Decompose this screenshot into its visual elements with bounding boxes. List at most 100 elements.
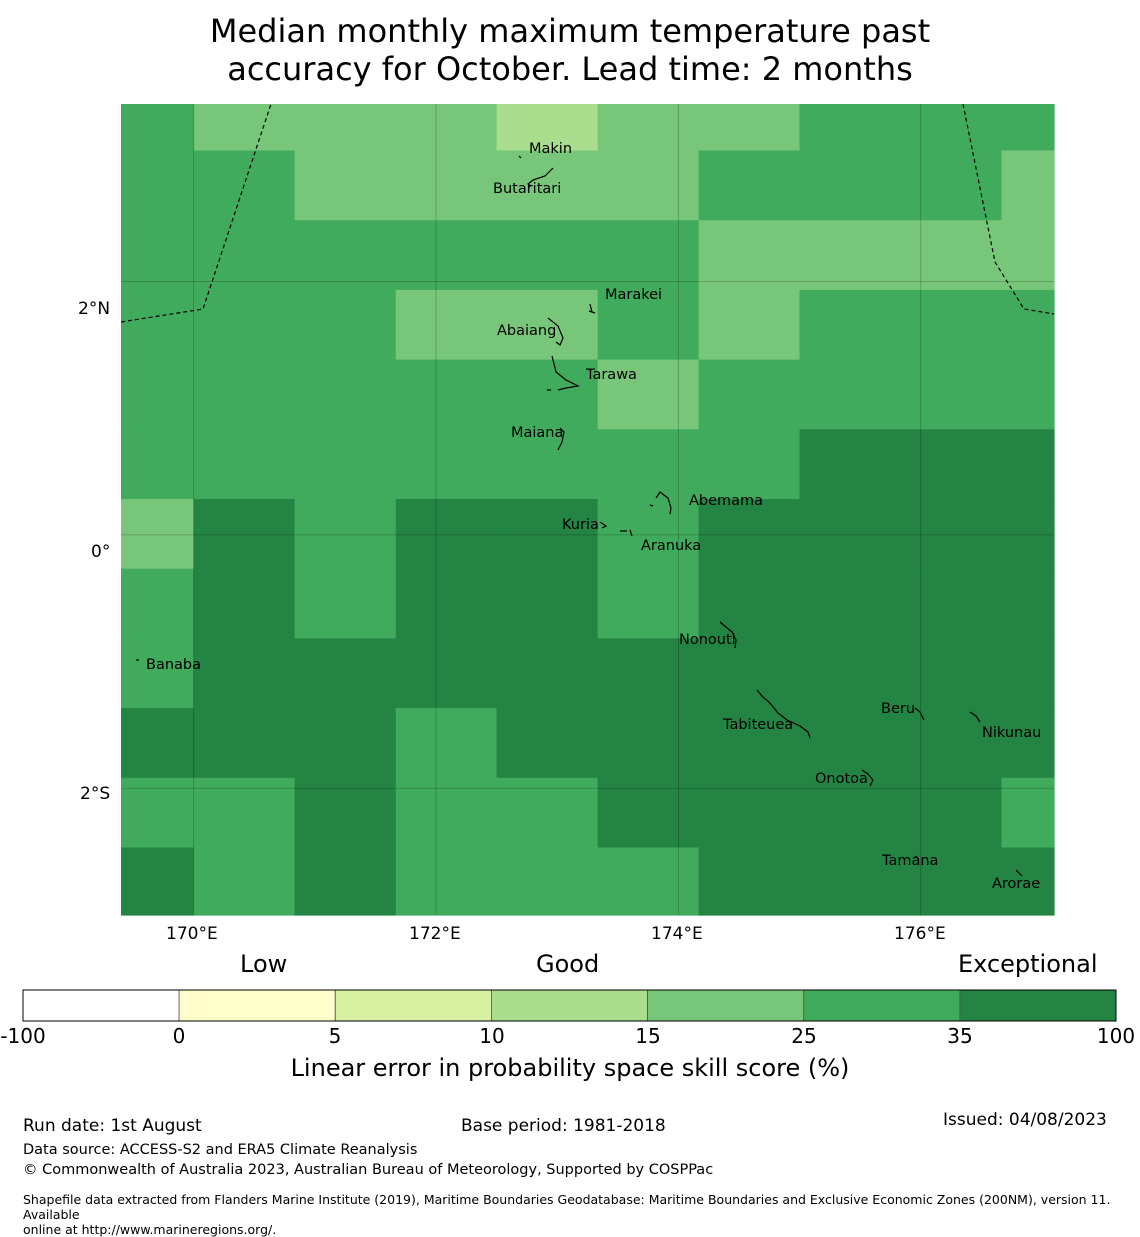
heatmap-cell [294,499,397,570]
heatmap-cell [395,847,498,916]
data-source: Data source: ACCESS-S2 and ERA5 Climate … [23,1142,418,1158]
heatmap-cell [294,777,397,849]
heatmap-cell [698,220,801,291]
heatmap-cell [121,777,195,849]
place-label-nonouti: Nonouti [679,632,736,648]
shapefile-credit: Shapefile data extracted from Flanders M… [23,1192,1140,1237]
island-tarawa [547,355,580,391]
heatmap-cell [395,104,498,152]
colorbar-segment [647,989,805,1022]
heatmap-cell [799,638,901,709]
heatmap-cell [1001,638,1055,709]
heatmap-cell [395,708,498,779]
place-label-abemama: Abemama [689,493,764,509]
place-label-banaba: Banaba [146,657,201,673]
heatmap-cell [698,359,801,430]
heatmap-cell [496,220,599,291]
heatmap-cell [597,638,700,709]
heatmap-cell [900,220,1003,291]
heatmap-cell [496,499,599,570]
heatmap-cell [799,359,901,430]
heatmap-cell [597,220,700,291]
heatmap-cell [193,499,296,570]
heatmap-cell [395,429,498,500]
heatmap-cell [193,429,296,500]
colorbar-segment [490,989,648,1022]
island-tamana [914,855,919,859]
colorbar-segment [178,989,336,1022]
heatmap-cell [799,847,901,916]
heatmap-cell [900,289,1003,361]
heatmap-cell [193,847,296,916]
heatmap-cell [121,429,195,500]
heatmap-cell [395,568,498,639]
colorbar-frame [22,989,1117,1022]
heatmap-cell [1001,499,1055,570]
eez-boundaries [120,103,1055,323]
heatmap-cell [496,568,599,639]
heatmap-cell [395,777,498,849]
heatmap-cell [193,708,296,779]
heatmap-cell [395,499,498,570]
island-abemama [649,491,672,515]
heatmap-cell [395,638,498,709]
heatmap-cell [799,429,901,500]
heatmap-cell [698,429,801,500]
heatmap-cell [1001,289,1055,361]
heatmap-cell [1001,150,1055,221]
heatmap-cell [1001,777,1055,849]
island-abaiang [547,317,564,346]
heatmap-cell [698,708,801,779]
heatmap-cell [294,104,397,152]
island-beru [914,707,925,721]
chart-title: Median monthly maximum temperature past … [0,12,1140,88]
lon-tick-174: 174°E [651,924,703,944]
heatmap-cell [799,220,901,291]
heatmap-cell [900,777,1003,849]
place-label-onotoa: Onotoa [815,771,868,787]
heatmap-cell [597,429,700,500]
heatmap-cell [900,847,1003,916]
heatmap-cell [698,777,801,849]
base-period: Base period: 1981-2018 [461,1116,666,1136]
colorbar-segment [22,989,180,1022]
place-label-tabiteuea: Tabiteuea [723,717,794,733]
island-butaritari [526,167,554,187]
heatmap-cell [294,638,397,709]
heatmap-cell [1001,708,1055,779]
island-nikunau [969,711,981,723]
colorbar-tick: 15 [635,1024,661,1048]
place-label-tamana: Tamana [882,853,939,869]
heatmap-cell [900,708,1003,779]
colorbar-tick: 100 [1096,1024,1136,1048]
colorbar-tick: -100 [0,1024,46,1048]
heatmap-cell [900,429,1003,500]
shapefile-credit-line-1: Shapefile data extracted from Flanders M… [23,1192,1111,1222]
heatmap-cell [1001,568,1055,639]
colorbar-segment [334,989,492,1022]
category-label-low: Low [240,950,288,978]
heatmap-cell [121,499,195,570]
lat-tick-2s: 2°S [80,784,111,804]
island-onotoa [861,769,874,787]
heatmap-cell [193,359,296,430]
heatmap-cell [193,568,296,639]
heatmap-cell [496,777,599,849]
lon-tick-176: 176°E [894,924,946,944]
colorbar-tick: 10 [479,1024,505,1048]
category-label-exceptional: Exceptional [958,950,1098,978]
island-arorae [1015,869,1023,877]
heatmap-cell [496,104,599,152]
heatmap-cell [1001,359,1055,430]
map-gridlines [121,104,1054,915]
island-marakei [588,303,596,314]
issued-date: Issued: 04/08/2023 [943,1110,1107,1130]
island-outlines [136,155,1023,877]
colorbar-segment [959,989,1117,1022]
heatmap-cell [799,499,901,570]
heatmap-cell [597,568,700,639]
heatmap-cell [1001,104,1055,152]
heatmap-cell [121,359,195,430]
heatmap-cell [193,289,296,361]
